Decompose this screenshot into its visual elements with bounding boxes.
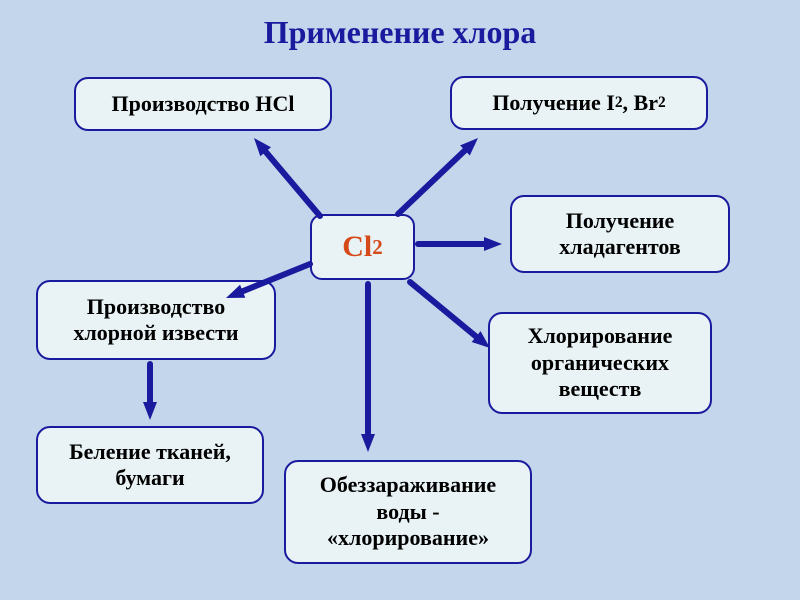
node-bleach: Беление тканей, бумаги	[36, 426, 264, 504]
node-refrig: Получение хладагентов	[510, 195, 730, 273]
node-i2br2: Получение I2, Br2	[450, 76, 708, 130]
node-lime: Производство хлорной извести	[36, 280, 276, 360]
page-title: Применение хлора	[0, 14, 800, 51]
node-hcl: Производство HCl	[74, 77, 332, 131]
center-node-cl2: Cl2	[310, 214, 415, 280]
node-water: Обеззараживание воды - «хлорирование»	[284, 460, 532, 564]
node-organic: Хлорирование органических веществ	[488, 312, 712, 414]
